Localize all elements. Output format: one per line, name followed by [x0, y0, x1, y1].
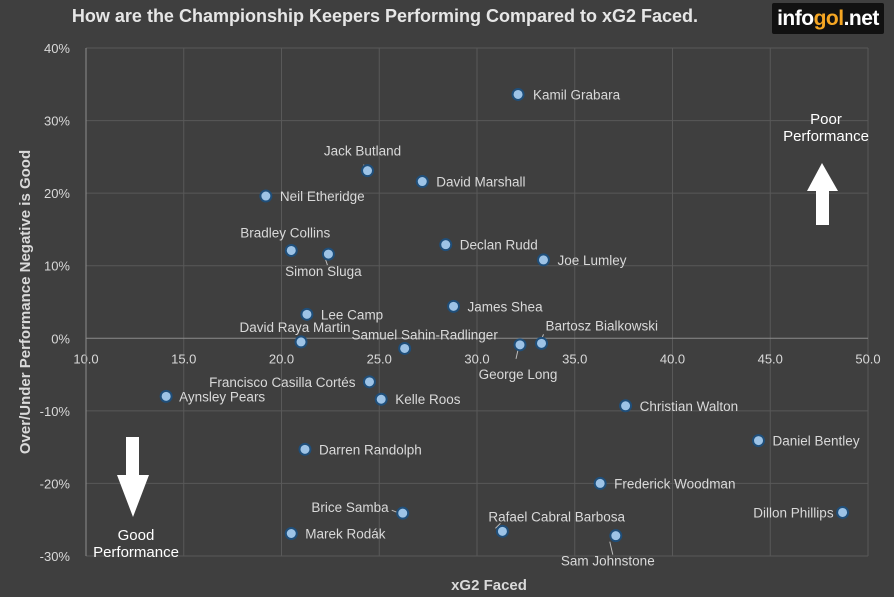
point-label: Christian Walton	[640, 399, 739, 414]
data-point	[294, 335, 308, 349]
data-point	[415, 175, 429, 189]
x-tick-label: 35.0	[562, 351, 587, 366]
up-arrow-icon	[807, 163, 838, 225]
y-tick-label: 20%	[44, 186, 70, 201]
point-label: Aynsley Pears	[179, 389, 265, 404]
point-label: Kamil Grabara	[533, 87, 621, 102]
poor-performance-annotation: Poor Performance	[766, 111, 886, 145]
point-label: Bradley Collins	[240, 225, 330, 240]
point-label: Sam Johnstone	[561, 554, 655, 569]
data-point	[259, 189, 273, 203]
y-axis-title: Over/Under Performance Negative is Good	[17, 150, 34, 454]
point-label: Joe Lumley	[557, 253, 626, 268]
data-point	[836, 505, 850, 519]
point-label: Simon Sluga	[285, 264, 362, 279]
point-label: Bartosz Bialkowski	[546, 318, 659, 333]
data-point	[495, 524, 509, 538]
leader-line	[391, 509, 397, 513]
point-label: David Marshall	[436, 175, 525, 190]
data-point	[447, 299, 461, 313]
y-tick-label: 40%	[44, 41, 70, 56]
leader-line	[515, 349, 519, 359]
x-tick-label: 20.0	[269, 351, 294, 366]
point-labels: Kamil Grabara Jack Butland David Marshall N…	[179, 87, 860, 568]
data-point	[535, 336, 549, 350]
data-point	[298, 442, 312, 456]
y-tick-label: -20%	[40, 476, 71, 491]
point-label: Frederick Woodman	[614, 476, 735, 491]
point-label: Dillon Phillips	[753, 505, 834, 520]
point-label: Francisco Casilla Cortés	[209, 375, 356, 390]
point-label: Samuel Sahin-Radlinger	[351, 327, 498, 342]
good-performance-annotation: Good Performance	[76, 527, 196, 561]
data-point	[536, 253, 550, 267]
good-annotation-line2: Performance	[93, 544, 179, 561]
performance-arrows	[117, 163, 838, 517]
data-point	[321, 247, 335, 261]
point-label: Brice Samba	[311, 500, 389, 515]
data-points	[159, 87, 850, 543]
point-label: Neil Etheridge	[280, 189, 365, 204]
poor-annotation-line1: Poor	[810, 111, 842, 128]
leader-line	[324, 258, 328, 266]
good-annotation-line1: Good	[117, 527, 155, 544]
infogol-logo[interactable]: infogol.net	[772, 3, 884, 34]
data-point	[361, 164, 375, 178]
logo-text-net: .net	[843, 7, 880, 30]
data-point	[619, 399, 633, 413]
x-tick-label: 50.0	[855, 351, 880, 366]
data-point	[752, 434, 766, 448]
data-point	[439, 238, 453, 252]
point-label: Jack Butland	[324, 144, 401, 159]
x-tick-label: 30.0	[464, 351, 489, 366]
data-point	[593, 476, 607, 490]
point-label: Daniel Bentley	[773, 434, 860, 449]
y-tick-label: 0%	[51, 331, 70, 346]
point-label: Marek Rodák	[305, 527, 386, 542]
point-label: Darren Randolph	[319, 442, 422, 457]
leader-line	[609, 541, 614, 555]
x-axis-title: xG2 Faced	[451, 577, 527, 594]
logo-text-gol: gol	[813, 7, 845, 30]
x-tick-label: 15.0	[171, 351, 196, 366]
data-point	[362, 375, 376, 389]
point-label: Lee Camp	[321, 307, 383, 322]
x-tick-label: 40.0	[660, 351, 685, 366]
point-label: Declan Rudd	[460, 238, 538, 253]
point-label: James Shea	[468, 299, 544, 314]
data-point	[159, 389, 173, 403]
data-point	[513, 338, 527, 352]
logo-text-info: info	[777, 7, 814, 30]
y-tick-label: -10%	[40, 404, 71, 419]
data-point	[511, 87, 525, 101]
leader-line	[495, 522, 501, 529]
y-tick-label: 30%	[44, 114, 70, 129]
point-label: Rafael Cabral Barbosa	[488, 509, 625, 524]
data-point	[300, 307, 314, 321]
data-point	[609, 529, 623, 543]
point-label: Kelle Roos	[395, 392, 461, 407]
axes: -30%-20%-10%0%10%20%30%40%10.0 15.0 20.0 25…	[40, 41, 881, 564]
data-point	[284, 243, 298, 257]
y-tick-label: -30%	[40, 549, 71, 564]
poor-annotation-line2: Performance	[783, 128, 869, 145]
point-label: George Long	[479, 367, 558, 382]
data-point	[396, 506, 410, 520]
x-tick-label: 45.0	[758, 351, 783, 366]
x-tick-label: 25.0	[367, 351, 392, 366]
data-point	[374, 392, 388, 406]
y-tick-label: 10%	[44, 259, 70, 274]
chart-title: How are the Championship Keepers Perform…	[71, 6, 699, 26]
down-arrow-icon	[117, 437, 149, 517]
data-point	[398, 341, 412, 355]
point-label: David Raya Martin	[240, 320, 351, 335]
data-point	[284, 527, 298, 541]
